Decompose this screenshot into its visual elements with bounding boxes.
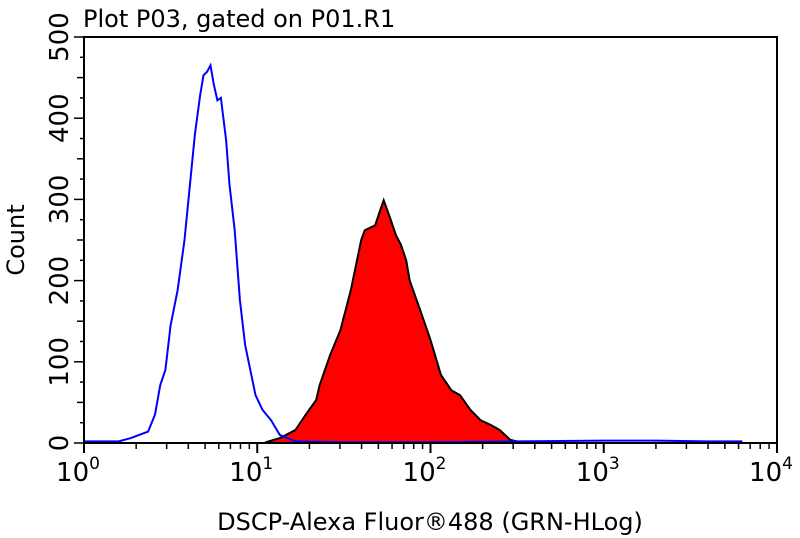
x-tick-exponent: 2	[436, 454, 447, 474]
chart-title: Plot P03, gated on P01.R1	[83, 5, 395, 33]
y-tick-label: 300	[45, 175, 75, 225]
y-tick-label: 500	[45, 12, 75, 62]
y-tick-label: 100	[45, 337, 75, 387]
x-tick-label: 103	[576, 454, 620, 488]
x-tick-exponent: 0	[89, 454, 100, 474]
y-tick-label: 400	[45, 93, 75, 143]
x-tick-label: 102	[403, 454, 447, 488]
x-tick-label: 100	[56, 454, 100, 488]
y-tick-label: 200	[45, 256, 75, 306]
y-axis-label: Count	[2, 204, 30, 275]
y-tick-label: 0	[45, 435, 75, 452]
x-tick-label: 101	[229, 454, 273, 488]
x-tick-label: 104	[749, 454, 793, 488]
x-tick-exponent: 3	[609, 454, 620, 474]
series-dscp-histogram	[264, 197, 522, 444]
x-axis-label: DSCP-Alexa Fluor®488 (GRN-HLog)	[217, 508, 643, 536]
x-tick-exponent: 1	[262, 454, 273, 474]
x-tick-exponent: 4	[782, 454, 793, 474]
